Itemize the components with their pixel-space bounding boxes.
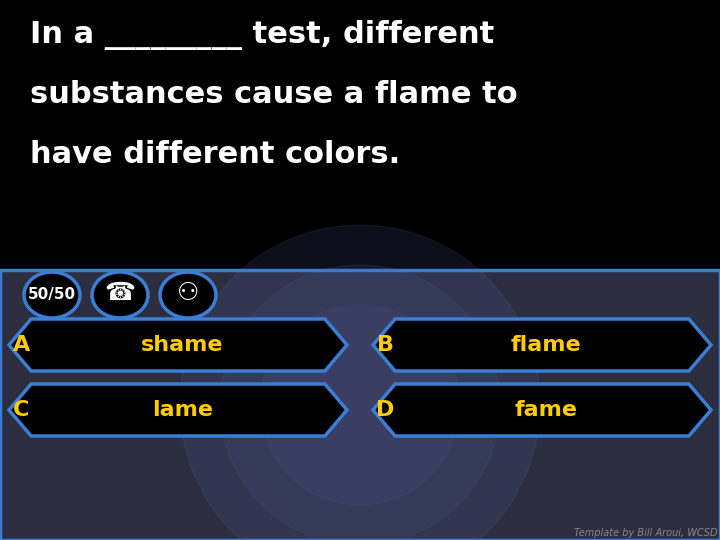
Text: shame: shame xyxy=(141,335,224,355)
Text: have different colors.: have different colors. xyxy=(30,140,400,169)
Text: In a _________ test, different: In a _________ test, different xyxy=(30,20,494,50)
Text: flame: flame xyxy=(511,335,582,355)
Polygon shape xyxy=(373,319,711,371)
Text: C: C xyxy=(13,400,30,420)
Text: fame: fame xyxy=(515,400,578,420)
Ellipse shape xyxy=(24,272,80,318)
Text: Template by Bill Aroui, WCSD: Template by Bill Aroui, WCSD xyxy=(575,528,718,538)
Circle shape xyxy=(180,225,540,540)
FancyBboxPatch shape xyxy=(0,270,720,540)
Text: B: B xyxy=(377,335,394,355)
Text: A: A xyxy=(12,335,30,355)
Polygon shape xyxy=(373,384,711,436)
Circle shape xyxy=(260,305,460,505)
Text: ☎: ☎ xyxy=(104,281,135,305)
Text: ⚇: ⚇ xyxy=(177,281,199,305)
Text: 50/50: 50/50 xyxy=(28,287,76,302)
Ellipse shape xyxy=(160,272,216,318)
Text: lame: lame xyxy=(152,400,213,420)
Ellipse shape xyxy=(92,272,148,318)
Polygon shape xyxy=(9,319,347,371)
Text: D: D xyxy=(376,400,395,420)
FancyBboxPatch shape xyxy=(0,0,720,270)
Text: substances cause a flame to: substances cause a flame to xyxy=(30,80,518,109)
Polygon shape xyxy=(9,384,347,436)
Circle shape xyxy=(220,265,500,540)
